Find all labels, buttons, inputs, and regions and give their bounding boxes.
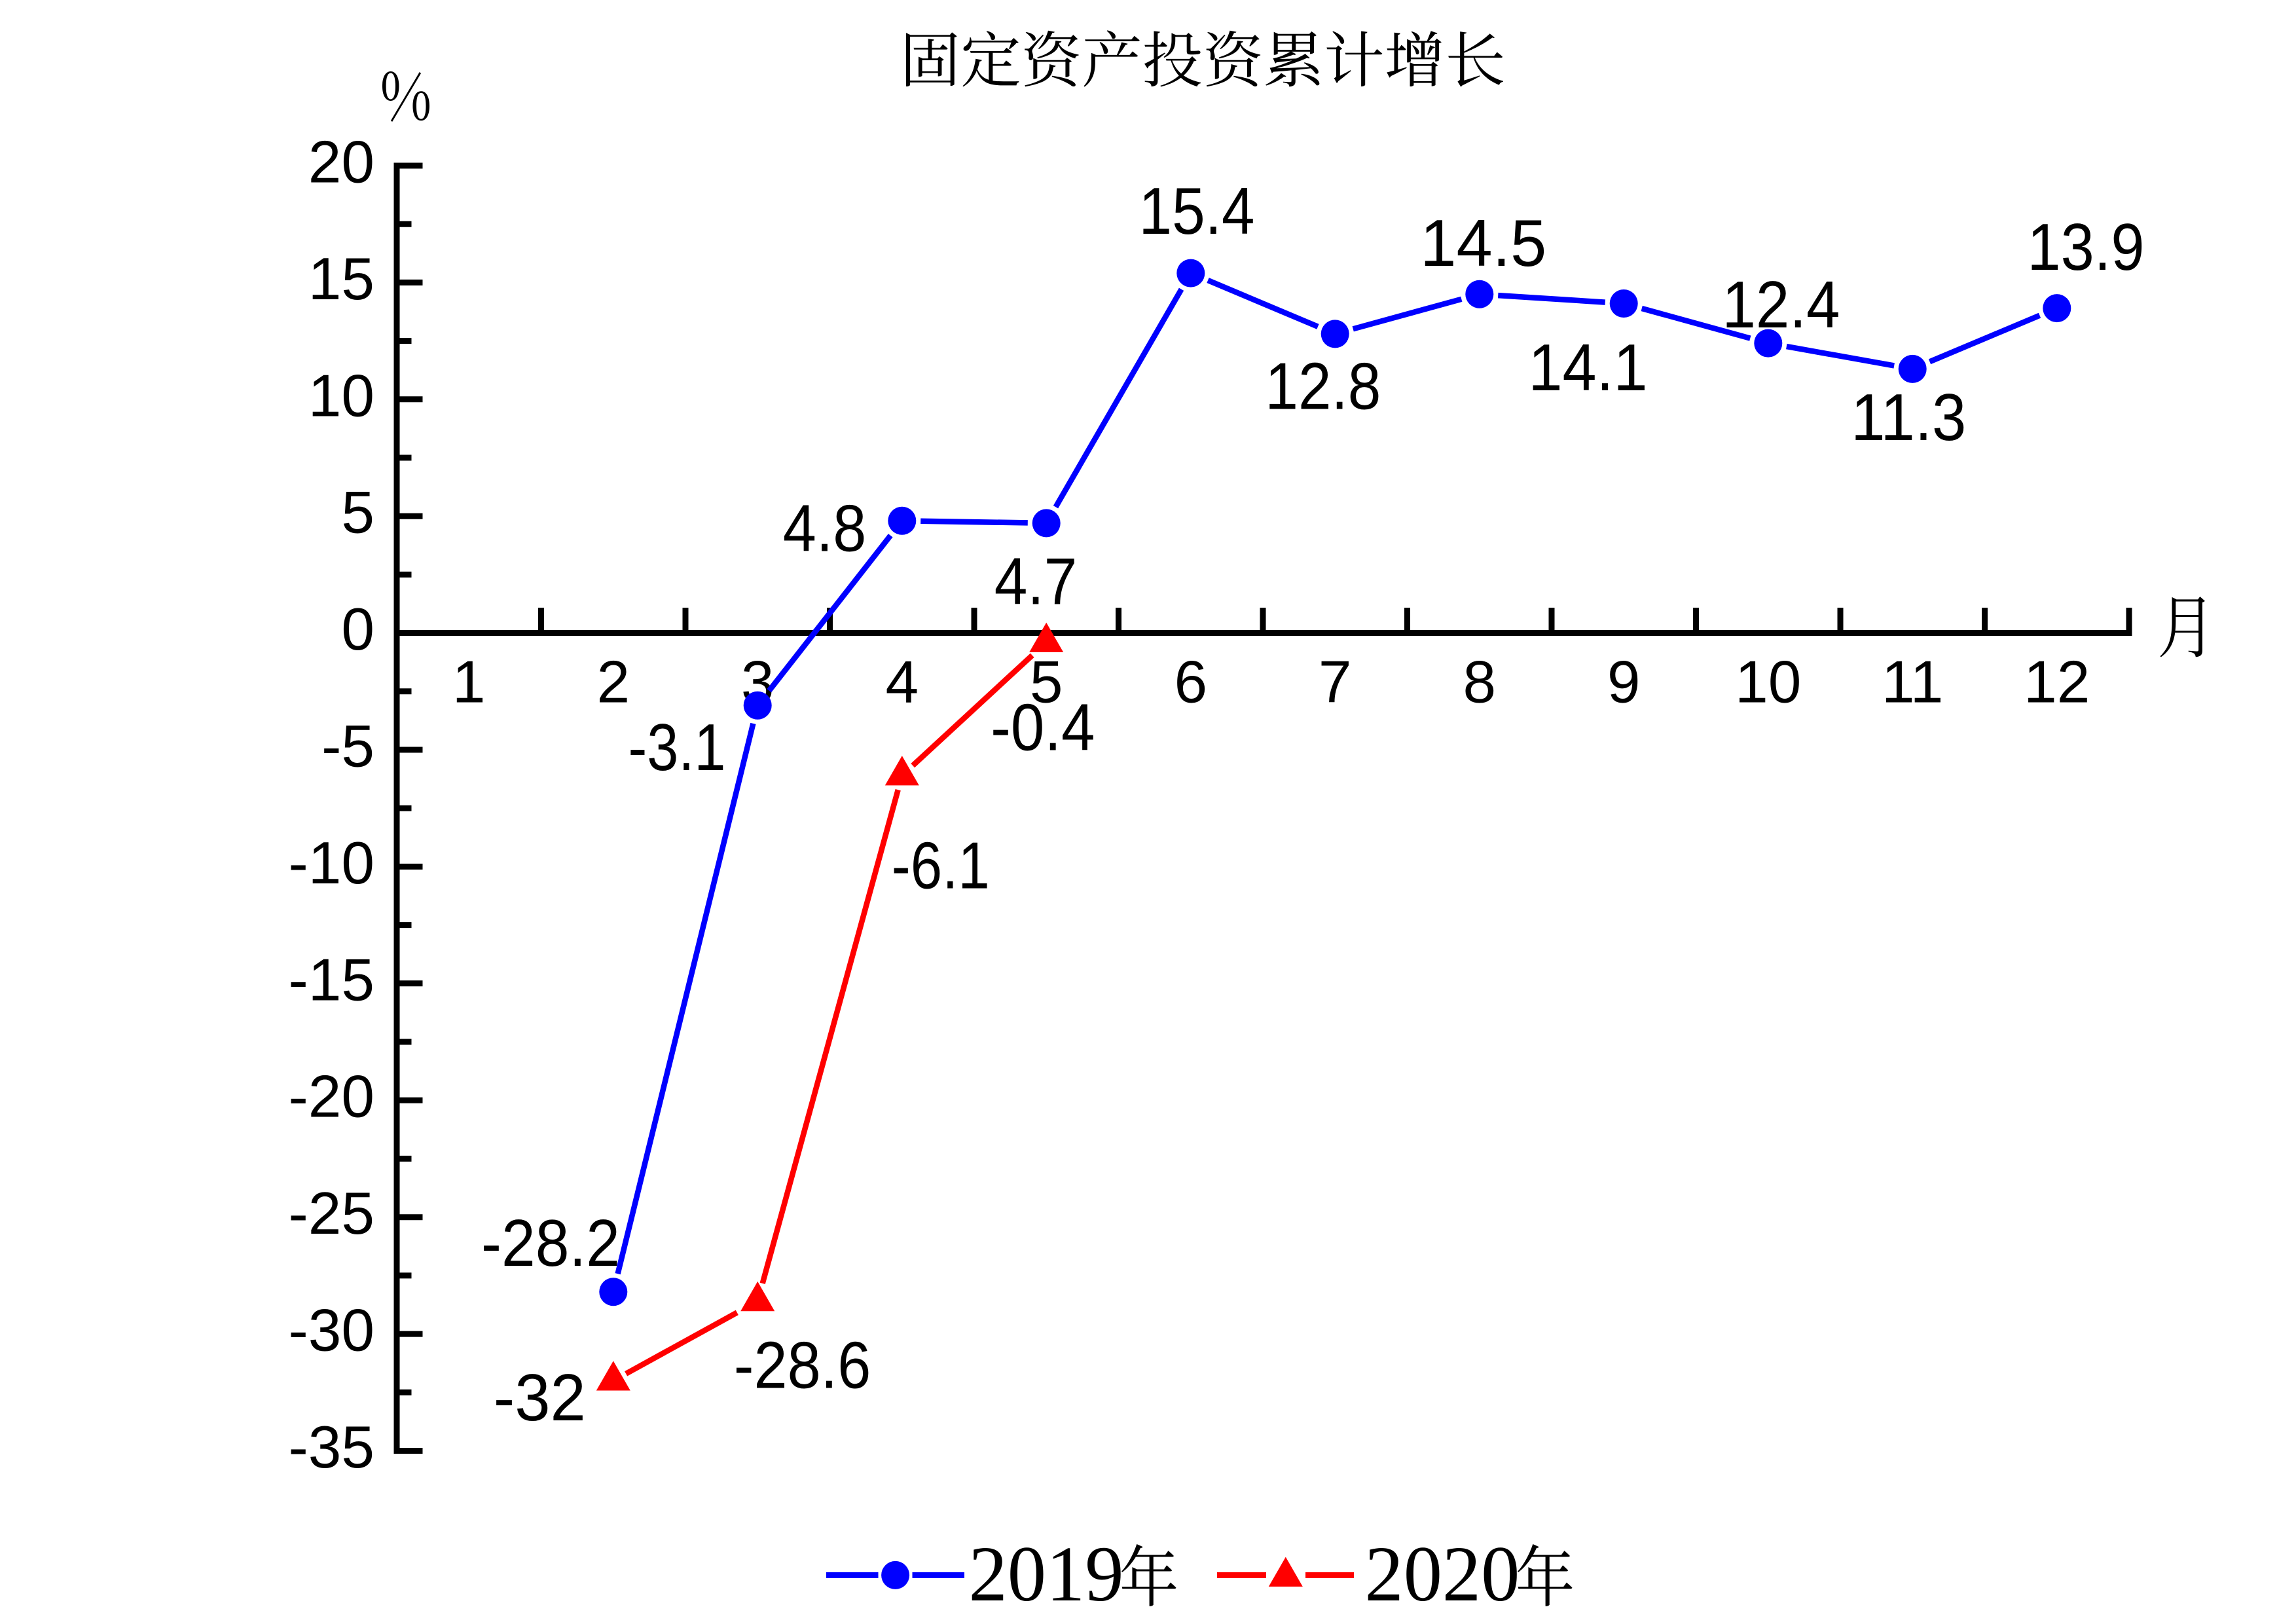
svg-text:2019: 2019 [969, 1530, 1124, 1618]
svg-text:13.9: 13.9 [2028, 210, 2145, 284]
svg-text:12.4: 12.4 [1722, 267, 1840, 342]
svg-text:-15: -15 [288, 947, 374, 1013]
svg-text:-0.4: -0.4 [991, 690, 1095, 765]
svg-text:-35: -35 [288, 1414, 374, 1481]
svg-text:2: 2 [596, 650, 630, 716]
svg-text:9: 9 [1607, 650, 1641, 716]
svg-text:6: 6 [1174, 650, 1207, 716]
svg-text:-20: -20 [288, 1064, 374, 1130]
svg-text:11.3: 11.3 [1851, 380, 1966, 454]
svg-text:4: 4 [885, 650, 919, 716]
svg-text:5: 5 [341, 480, 374, 546]
svg-text:5: 5 [1030, 650, 1063, 716]
svg-text:4.8: 4.8 [783, 490, 867, 565]
svg-text:-3.1: -3.1 [629, 710, 726, 784]
svg-text:-30: -30 [288, 1298, 374, 1364]
svg-text:1: 1 [452, 650, 486, 716]
svg-text:7: 7 [1319, 650, 1352, 716]
svg-text:12: 12 [2024, 650, 2090, 716]
svg-text:14.1: 14.1 [1529, 330, 1648, 405]
svg-text:-10: -10 [288, 830, 374, 896]
svg-text:10: 10 [1735, 650, 1801, 716]
svg-text:10: 10 [308, 363, 374, 429]
svg-text:-28.6: -28.6 [734, 1327, 871, 1402]
svg-text:2020: 2020 [1365, 1530, 1520, 1618]
svg-text:-28.2: -28.2 [481, 1206, 620, 1280]
svg-text:15.4: 15.4 [1139, 174, 1255, 248]
svg-text:20: 20 [308, 130, 374, 196]
svg-text:4.7: 4.7 [994, 544, 1078, 619]
svg-text:-5: -5 [321, 714, 374, 780]
svg-text:14.5: 14.5 [1420, 206, 1546, 280]
svg-text:0: 0 [341, 597, 374, 663]
svg-text:-32: -32 [494, 1360, 586, 1435]
svg-text:-25: -25 [288, 1181, 374, 1247]
svg-text:12.8: 12.8 [1265, 348, 1381, 423]
svg-text:15: 15 [308, 246, 374, 312]
svg-text:8: 8 [1463, 650, 1496, 716]
svg-text:-6.1: -6.1 [892, 828, 990, 902]
svg-text:11: 11 [1882, 650, 1943, 716]
